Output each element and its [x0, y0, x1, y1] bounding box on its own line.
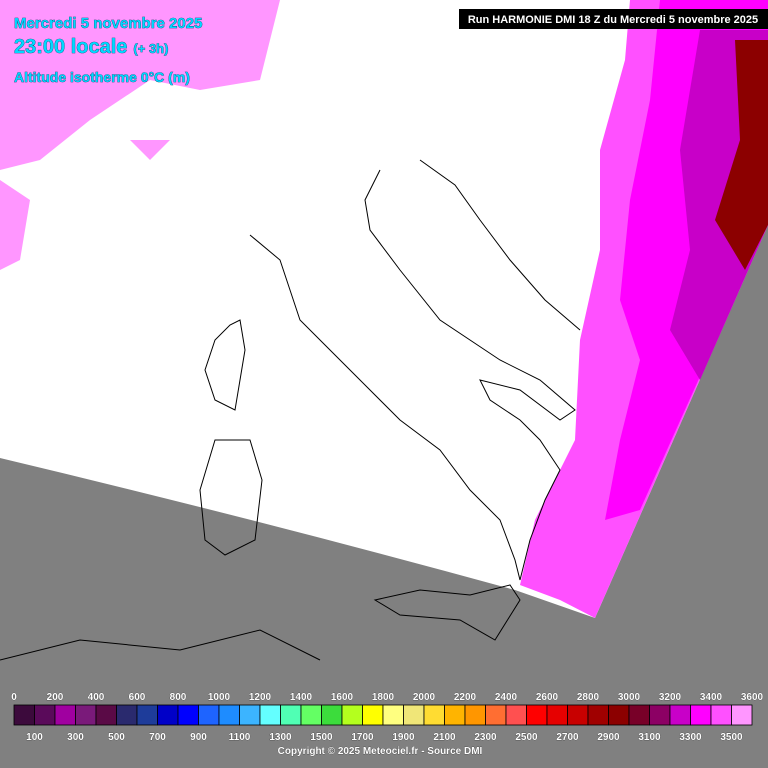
run-box	[459, 9, 768, 29]
legend-swatch	[259, 704, 281, 726]
legend-swatch	[526, 704, 548, 726]
legend-swatch	[423, 704, 445, 726]
legend-label-bottom: 1500	[310, 732, 333, 743]
legend-swatch	[505, 704, 527, 726]
legend-label-bottom: 3300	[679, 732, 702, 743]
legend-swatch	[13, 704, 35, 726]
isotherm-patch-west	[0, 0, 280, 170]
legend-swatch	[136, 704, 158, 726]
legend-swatch	[382, 704, 404, 726]
legend-swatch	[34, 704, 56, 726]
legend-label-bottom: 300	[67, 732, 84, 743]
legend-label-bottom: 100	[26, 732, 43, 743]
legend-label-bottom: 700	[149, 732, 166, 743]
legend-swatch	[300, 704, 322, 726]
legend-label-bottom: 3500	[720, 732, 743, 743]
legend-swatch	[444, 704, 466, 726]
legend-label-top: 1400	[290, 692, 313, 703]
legend-swatch	[628, 704, 650, 726]
time-label: 23:00 locale (+ 3h)	[14, 36, 168, 58]
legend-label-top: 3200	[659, 692, 682, 703]
coastlines	[0, 159, 581, 661]
legend-swatch	[710, 704, 732, 726]
legend-label-top: 3600	[741, 692, 764, 703]
legend-swatch	[75, 704, 97, 726]
legend-label-top: 800	[170, 692, 187, 703]
run-label: Run HARMONIE DMI 18 Z du Mercredi 5 nove…	[468, 14, 758, 26]
legend-swatch	[731, 704, 753, 726]
legend-label-bottom: 1900	[392, 732, 415, 743]
legend-background	[0, 690, 768, 768]
legend-label-top: 1200	[249, 692, 272, 703]
legend-swatch	[116, 704, 138, 726]
legend-swatch	[567, 704, 589, 726]
time: 23:00 locale	[14, 36, 127, 58]
legend-label-bottom: 500	[108, 732, 125, 743]
adriatic-east-coast	[419, 159, 581, 331]
legend-swatch	[198, 704, 220, 726]
legend-label-bottom: 1300	[269, 732, 292, 743]
legend-label-bottom: 2900	[597, 732, 620, 743]
legend-swatch	[546, 704, 568, 726]
legend-swatch	[95, 704, 117, 726]
legend-label-top: 0	[11, 692, 17, 703]
legend-label-top: 2200	[454, 692, 477, 703]
legend-label-top: 2400	[495, 692, 518, 703]
legend-label-top: 1000	[208, 692, 231, 703]
legend: 0 200 400 600 800 1000 1200 1400 1600 1800 2000 220…	[11, 692, 764, 744]
isotherm-patch-west-small	[0, 140, 170, 270]
africa-coast	[0, 629, 321, 661]
legend-label-bottom: 3100	[638, 732, 661, 743]
sardinia	[199, 439, 263, 556]
legend-swatch	[464, 704, 486, 726]
legend-swatch	[485, 704, 507, 726]
legend-swatch	[218, 704, 240, 726]
legend-label-bottom: 2700	[556, 732, 579, 743]
legend-label-top: 1800	[372, 692, 395, 703]
legend-label-top: 600	[129, 692, 146, 703]
legend-swatch	[608, 704, 630, 726]
legend-swatch	[341, 704, 363, 726]
legend-label-top: 3000	[618, 692, 641, 703]
legend-swatch	[321, 704, 343, 726]
corsica	[204, 319, 246, 411]
italy-coast	[249, 169, 576, 581]
legend-swatch	[649, 704, 671, 726]
isotherm-band-top	[715, 40, 768, 270]
legend-swatch	[669, 704, 691, 726]
legend-swatch	[54, 704, 76, 726]
legend-swatch	[239, 704, 261, 726]
legend-label-bottom: 900	[190, 732, 207, 743]
legend-swatch	[587, 704, 609, 726]
legend-swatch	[690, 704, 712, 726]
date-label: Mercredi 5 novembre 2025	[14, 15, 202, 32]
legend-label-top: 2800	[577, 692, 600, 703]
legend-label-top: 3400	[700, 692, 723, 703]
legend-swatch	[280, 704, 302, 726]
legend-swatch	[157, 704, 179, 726]
copyright: Copyright © 2025 Meteociel.fr - Source D…	[278, 746, 483, 757]
legend-label-bottom: 1100	[229, 732, 251, 743]
legend-swatch	[362, 704, 384, 726]
legend-label-top: 2600	[536, 692, 559, 703]
legend-label-top: 2000	[413, 692, 436, 703]
legend-label-bottom: 2300	[474, 732, 497, 743]
sicily	[373, 584, 521, 641]
legend-label-top: 1600	[331, 692, 354, 703]
legend-label-bottom: 2500	[515, 732, 538, 743]
legend-label-bottom: 2100	[433, 732, 456, 743]
legend-label-top: 400	[88, 692, 105, 703]
legend-swatch	[177, 704, 199, 726]
legend-swatch	[403, 704, 425, 726]
legend-label-top: 200	[47, 692, 64, 703]
legend-label-bottom: 1700	[351, 732, 374, 743]
offset: (+ 3h)	[133, 41, 168, 56]
parameter-label: Altitude isotherme 0°C (m)	[14, 69, 190, 85]
